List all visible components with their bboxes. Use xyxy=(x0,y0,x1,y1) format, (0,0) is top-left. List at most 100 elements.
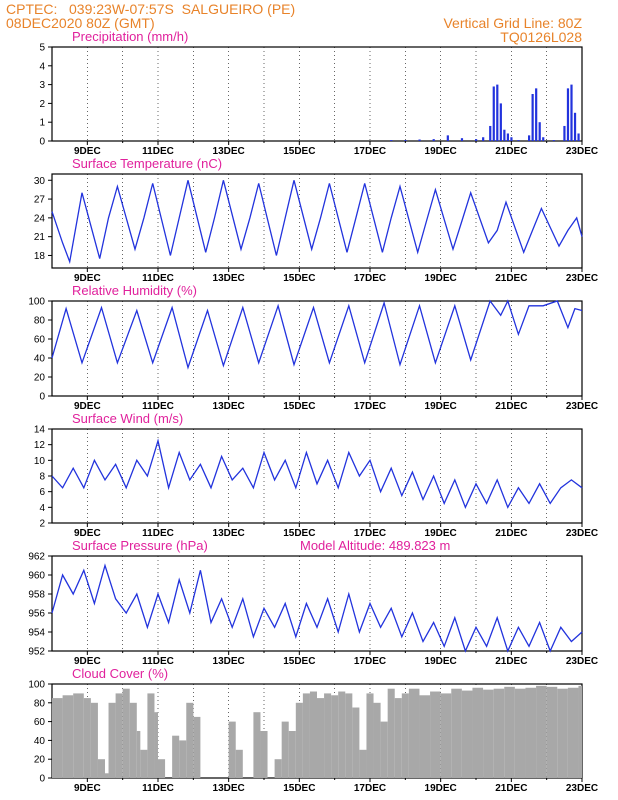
cloud-cover-bar xyxy=(317,698,325,778)
x-tick-label: 17DEC xyxy=(354,656,386,667)
x-tick-label: 9DEC xyxy=(74,146,101,157)
precipitation-bar xyxy=(510,137,513,141)
y-tick-label: 960 xyxy=(28,571,45,582)
y-tick-label: 100 xyxy=(28,297,45,308)
x-tick-label: 21DEC xyxy=(495,528,527,539)
cloud-cover-bar xyxy=(352,707,360,778)
x-tick-label: 19DEC xyxy=(425,656,457,667)
cloud-cover-bar xyxy=(186,702,194,778)
y-tick-label: 0 xyxy=(39,392,45,403)
cloud-cover-bar xyxy=(373,702,381,778)
y-tick-label: 952 xyxy=(28,647,45,658)
x-tick-label: 11DEC xyxy=(142,783,174,794)
cloud-cover-bar xyxy=(73,693,84,778)
panel-title: Surface Temperature (nC) xyxy=(72,156,223,171)
header-datetime: 08DEC2020 80Z (GMT) xyxy=(6,15,155,31)
x-tick-label: 21DEC xyxy=(495,401,527,412)
cloud-cover-bar xyxy=(193,716,201,778)
y-tick-label: 30 xyxy=(34,176,46,187)
cloud-cover-bar xyxy=(451,688,462,778)
y-tick-label: 954 xyxy=(28,628,45,639)
x-tick-label: 11DEC xyxy=(142,401,174,412)
y-tick-label: 80 xyxy=(34,316,46,327)
x-tick-label: 13DEC xyxy=(213,146,245,157)
x-tick-label: 23DEC xyxy=(566,401,598,412)
x-tick-label: 15DEC xyxy=(283,656,315,667)
x-tick-label: 15DEC xyxy=(283,401,315,412)
x-tick-label: 13DEC xyxy=(213,656,245,667)
x-tick-label: 23DEC xyxy=(566,656,598,667)
x-tick-label: 11DEC xyxy=(142,528,174,539)
precipitation-bar xyxy=(573,112,577,141)
y-tick-label: 3 xyxy=(39,80,45,91)
x-tick-label: 21DEC xyxy=(495,783,527,794)
precipitation-bar xyxy=(475,139,478,141)
cloud-cover-bar xyxy=(380,721,388,778)
cloud-cover-bar xyxy=(295,702,303,778)
x-tick-label: 21DEC xyxy=(495,146,527,157)
precipitation-bar xyxy=(496,84,499,141)
panel-title: Surface Pressure (hPa) xyxy=(72,538,208,553)
x-tick-label: 19DEC xyxy=(425,528,457,539)
x-tick-label: 9DEC xyxy=(74,656,101,667)
cloud-cover-bar xyxy=(525,687,537,778)
x-tick-label: 11DEC xyxy=(142,146,174,157)
panel-title: Cloud Cover (%) xyxy=(72,666,169,681)
cloud-cover-bar xyxy=(345,693,353,778)
cloud-cover-bar xyxy=(430,691,441,778)
cloud-cover-bar xyxy=(324,693,332,778)
panel-frame xyxy=(51,428,583,524)
cloud-cover-bar xyxy=(302,693,310,778)
cloud-cover-bar xyxy=(536,685,547,778)
y-tick-label: 100 xyxy=(28,680,45,691)
cloud-cover-bar xyxy=(281,721,289,778)
series-line xyxy=(51,438,583,509)
y-tick-label: 0 xyxy=(39,137,45,148)
x-tick-label: 15DEC xyxy=(283,146,315,157)
y-tick-label: 2 xyxy=(39,519,45,530)
x-tick-label: 13DEC xyxy=(213,401,245,412)
precipitation-bar xyxy=(538,122,541,141)
y-tick-label: 80 xyxy=(34,698,46,709)
x-tick-label: 17DEC xyxy=(354,401,386,412)
panel-title: Precipitation (mm/h) xyxy=(72,29,189,44)
y-tick-label: 4 xyxy=(39,503,45,514)
header-grid-line: Vertical Grid Line: 80Z xyxy=(443,15,582,31)
cloud-cover-bar xyxy=(108,702,116,778)
panel-frame xyxy=(51,173,583,269)
precipitation-bar xyxy=(528,135,531,141)
cloud-cover-bar xyxy=(331,695,339,778)
x-tick-label: 11DEC xyxy=(142,273,174,284)
y-tick-label: 20 xyxy=(34,755,46,766)
x-tick-label: 13DEC xyxy=(213,528,245,539)
cloud-cover-bar xyxy=(440,693,452,778)
y-tick-label: 40 xyxy=(34,354,46,365)
x-tick-label: 17DEC xyxy=(354,146,386,157)
cloud-cover-bar xyxy=(140,749,148,778)
series-line xyxy=(51,563,583,653)
cloud-cover-bar xyxy=(366,693,374,778)
precipitation-bar xyxy=(535,88,538,141)
cloud-cover-bar xyxy=(309,691,317,778)
x-tick-label: 17DEC xyxy=(354,273,386,284)
cloud-cover-bar xyxy=(154,712,158,778)
cloud-cover-bar xyxy=(567,687,579,778)
precipitation-bar xyxy=(432,139,435,141)
x-tick-label: 21DEC xyxy=(495,273,527,284)
panel-title: Relative Humidity (%) xyxy=(72,283,197,298)
y-tick-label: 18 xyxy=(34,251,46,262)
y-tick-label: 2 xyxy=(39,99,45,110)
cloud-cover-bar xyxy=(288,731,296,778)
series-line xyxy=(51,299,583,370)
cloud-cover-bar xyxy=(546,686,558,778)
x-tick-label: 13DEC xyxy=(213,783,245,794)
y-tick-label: 20 xyxy=(34,373,46,384)
cloud-cover-bar xyxy=(105,773,109,778)
x-tick-label: 9DEC xyxy=(74,783,101,794)
y-tick-label: 21 xyxy=(34,232,46,243)
y-tick-label: 60 xyxy=(34,335,46,346)
precipitation-bar xyxy=(563,125,566,141)
cloud-cover-bar xyxy=(147,693,155,778)
precipitation-bar xyxy=(566,88,570,141)
y-tick-label: 24 xyxy=(34,213,46,224)
